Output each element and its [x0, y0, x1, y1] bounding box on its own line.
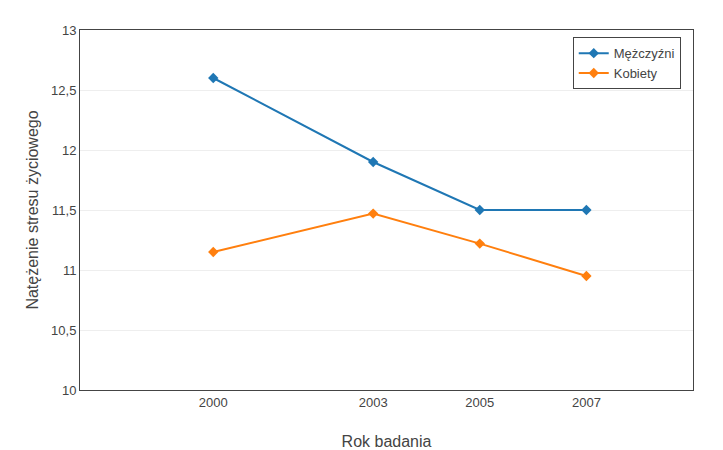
svg-text:11: 11	[63, 263, 77, 278]
svg-text:2003: 2003	[359, 395, 388, 410]
svg-text:12: 12	[62, 143, 76, 158]
svg-text:2007: 2007	[572, 395, 601, 410]
svg-text:12,5: 12,5	[51, 83, 76, 98]
svg-text:10: 10	[62, 383, 76, 398]
svg-text:Natężenie stresu życiowego: Natężenie stresu życiowego	[24, 110, 41, 309]
svg-text:13: 13	[62, 23, 76, 38]
svg-text:2000: 2000	[199, 395, 228, 410]
svg-text:Kobiety: Kobiety	[614, 66, 658, 81]
svg-text:11,5: 11,5	[52, 203, 76, 218]
svg-text:Rok badania: Rok badania	[342, 433, 432, 450]
svg-text:Mężczyźni: Mężczyźni	[614, 46, 675, 61]
svg-text:10,5: 10,5	[51, 323, 76, 338]
svg-text:2005: 2005	[465, 395, 494, 410]
